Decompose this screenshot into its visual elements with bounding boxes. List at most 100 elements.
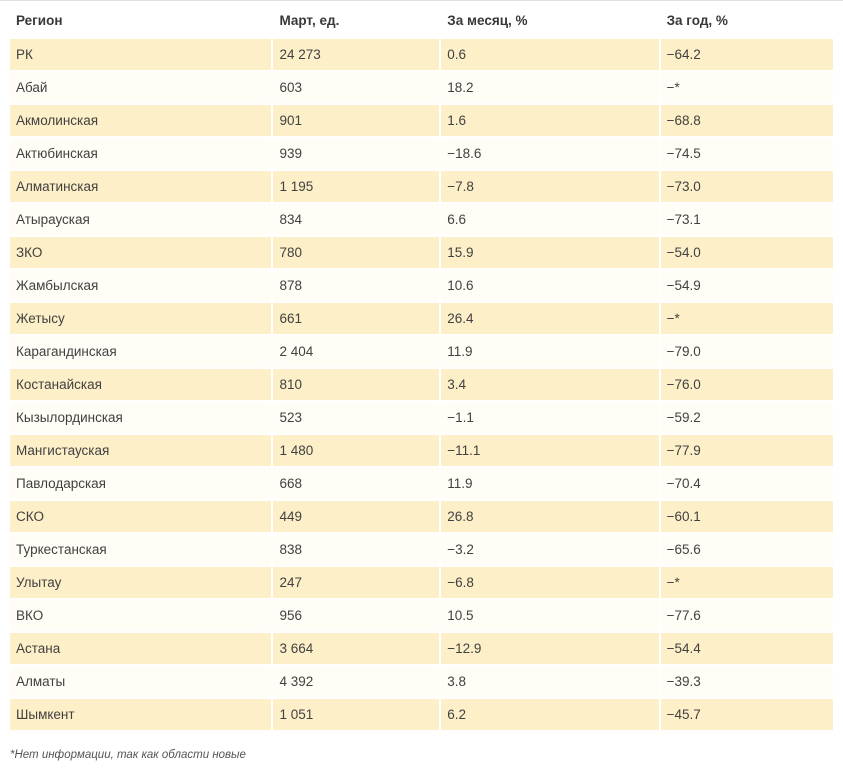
value-cell: −74.5 — [660, 138, 833, 169]
value-cell: −73.0 — [660, 171, 833, 202]
table-row: Абай 603 18.2 −* — [10, 72, 833, 103]
table-row: Алматы 4 392 3.8 −39.3 — [10, 666, 833, 697]
table-row: ВКО 956 10.5 −77.6 — [10, 600, 833, 631]
value-cell: 661 — [273, 303, 440, 334]
region-cell: Костанайская — [10, 369, 272, 400]
value-cell: 780 — [273, 237, 440, 268]
table-row: ЗКО 780 15.9 −54.0 — [10, 237, 833, 268]
table-row: Атырауская 834 6.6 −73.1 — [10, 204, 833, 235]
table-row: Костанайская 810 3.4 −76.0 — [10, 369, 833, 400]
value-cell: −70.4 — [660, 468, 833, 499]
value-cell: 11.9 — [441, 336, 659, 367]
value-cell: −* — [660, 567, 833, 598]
table-body: РК 24 273 0.6 −64.2 Абай 603 18.2 −* Акмолинская… — [10, 39, 833, 730]
value-cell: −1.1 — [441, 402, 659, 433]
table-row: Астана 3 664 −12.9 −54.4 — [10, 633, 833, 664]
region-cell: Алматы — [10, 666, 272, 697]
value-cell: −3.2 — [441, 534, 659, 565]
region-cell: Алматинская — [10, 171, 272, 202]
value-cell: −64.2 — [660, 39, 833, 70]
column-header-year-change: За год, % — [660, 3, 833, 37]
value-cell: 810 — [273, 369, 440, 400]
value-cell: 3 664 — [273, 633, 440, 664]
region-cell: Жамбылская — [10, 270, 272, 301]
value-cell: 1.6 — [441, 105, 659, 136]
region-cell: Атырауская — [10, 204, 272, 235]
value-cell: 26.4 — [441, 303, 659, 334]
value-cell: 0.6 — [441, 39, 659, 70]
table-row: СКО 449 26.8 −60.1 — [10, 501, 833, 532]
region-cell: Улытау — [10, 567, 272, 598]
table-row: Улытау 247 −6.8 −* — [10, 567, 833, 598]
value-cell: 10.6 — [441, 270, 659, 301]
value-cell: −* — [660, 72, 833, 103]
value-cell: 603 — [273, 72, 440, 103]
table-row: Туркестанская 838 −3.2 −65.6 — [10, 534, 833, 565]
value-cell: −60.1 — [660, 501, 833, 532]
value-cell: −45.7 — [660, 699, 833, 730]
value-cell: −79.0 — [660, 336, 833, 367]
value-cell: 901 — [273, 105, 440, 136]
value-cell: 878 — [273, 270, 440, 301]
value-cell: 4 392 — [273, 666, 440, 697]
table-row: Мангистауская 1 480 −11.1 −77.9 — [10, 435, 833, 466]
region-cell: Абай — [10, 72, 272, 103]
region-cell: ВКО — [10, 600, 272, 631]
region-cell: Актюбинская — [10, 138, 272, 169]
value-cell: 18.2 — [441, 72, 659, 103]
table-row: Акмолинская 901 1.6 −68.8 — [10, 105, 833, 136]
region-cell: Карагандинская — [10, 336, 272, 367]
value-cell: 11.9 — [441, 468, 659, 499]
table-row: Шымкент 1 051 6.2 −45.7 — [10, 699, 833, 730]
value-cell: −76.0 — [660, 369, 833, 400]
value-cell: 956 — [273, 600, 440, 631]
value-cell: 247 — [273, 567, 440, 598]
value-cell: 1 195 — [273, 171, 440, 202]
value-cell: 3.8 — [441, 666, 659, 697]
table-header-row: Регион Март, ед. За месяц, % За год, % — [10, 3, 833, 37]
regions-stats-table: Регион Март, ед. За месяц, % За год, % Р… — [8, 1, 835, 732]
value-cell: −18.6 — [441, 138, 659, 169]
value-cell: −65.6 — [660, 534, 833, 565]
value-cell: 15.9 — [441, 237, 659, 268]
value-cell: −59.2 — [660, 402, 833, 433]
value-cell: −54.0 — [660, 237, 833, 268]
value-cell: 668 — [273, 468, 440, 499]
value-cell: −54.4 — [660, 633, 833, 664]
region-cell: Кызылординская — [10, 402, 272, 433]
value-cell: −11.1 — [441, 435, 659, 466]
value-cell: −* — [660, 303, 833, 334]
value-cell: 523 — [273, 402, 440, 433]
table-row: Павлодарская 668 11.9 −70.4 — [10, 468, 833, 499]
column-header-march-units: Март, ед. — [273, 3, 440, 37]
value-cell: −54.9 — [660, 270, 833, 301]
value-cell: −6.8 — [441, 567, 659, 598]
value-cell: −77.9 — [660, 435, 833, 466]
region-cell: СКО — [10, 501, 272, 532]
table-footnote: *Нет информации, так как области новые — [10, 749, 246, 761]
value-cell: −77.6 — [660, 600, 833, 631]
region-cell: Акмолинская — [10, 105, 272, 136]
value-cell: 2 404 — [273, 336, 440, 367]
region-cell: Астана — [10, 633, 272, 664]
table-row: Актюбинская 939 −18.6 −74.5 — [10, 138, 833, 169]
region-cell: РК — [10, 39, 272, 70]
value-cell: 26.8 — [441, 501, 659, 532]
value-cell: 1 051 — [273, 699, 440, 730]
region-cell: Павлодарская — [10, 468, 272, 499]
table-row: Кызылординская 523 −1.1 −59.2 — [10, 402, 833, 433]
value-cell: −73.1 — [660, 204, 833, 235]
value-cell: −7.8 — [441, 171, 659, 202]
value-cell: 1 480 — [273, 435, 440, 466]
value-cell: −39.3 — [660, 666, 833, 697]
value-cell: 6.6 — [441, 204, 659, 235]
value-cell: 3.4 — [441, 369, 659, 400]
column-header-month-change: За месяц, % — [441, 3, 659, 37]
region-cell: Шымкент — [10, 699, 272, 730]
region-cell: Туркестанская — [10, 534, 272, 565]
column-header-region: Регион — [10, 3, 272, 37]
value-cell: −12.9 — [441, 633, 659, 664]
value-cell: 449 — [273, 501, 440, 532]
table-row: Алматинская 1 195 −7.8 −73.0 — [10, 171, 833, 202]
